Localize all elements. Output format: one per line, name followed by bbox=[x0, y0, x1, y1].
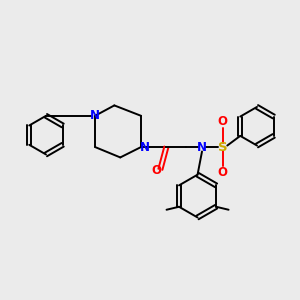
Text: O: O bbox=[218, 115, 228, 128]
Text: N: N bbox=[197, 140, 207, 154]
Text: O: O bbox=[152, 164, 162, 177]
Text: S: S bbox=[218, 140, 228, 154]
Text: N: N bbox=[140, 140, 150, 154]
Text: O: O bbox=[218, 166, 228, 179]
Text: N: N bbox=[90, 109, 100, 122]
